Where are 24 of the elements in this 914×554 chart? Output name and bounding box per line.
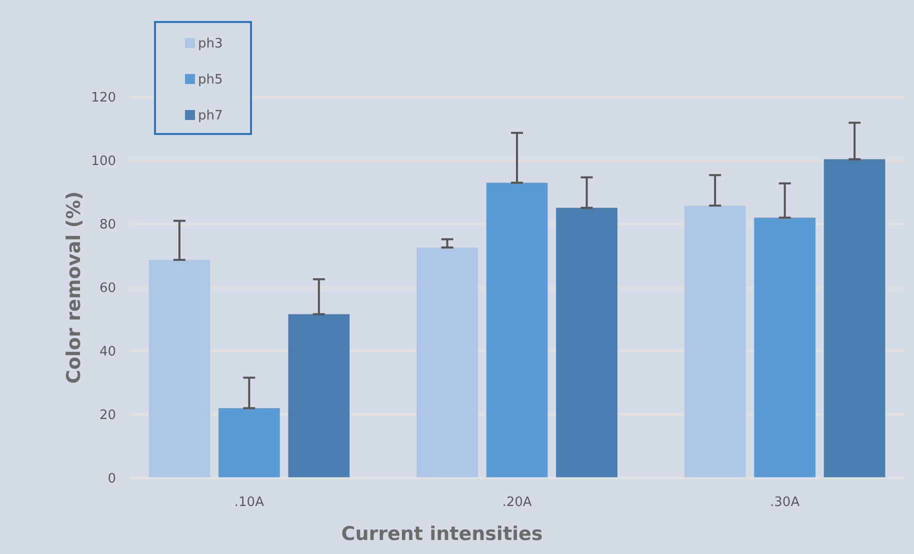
y-tick-label: 20 [99,408,116,424]
y-tick-label: 120 [91,90,116,106]
legend-label: ph5 [198,72,223,88]
legend-label: ph7 [198,108,223,124]
y-tick-label: 0 [108,472,116,487]
x-tick-label: .20A [502,495,532,510]
bar [824,159,886,478]
bar [486,182,548,478]
y-tick-label: 40 [99,344,116,360]
x-axis-title: Current intensities [341,523,543,545]
x-tick-label: .10A [234,495,264,510]
bar [148,260,210,478]
bar [684,206,746,478]
bar [754,218,816,478]
y-tick-label: 60 [99,281,116,296]
x-tick-label: .30A [770,495,800,510]
y-tick-label: 100 [91,154,116,170]
y-tick-label: 80 [99,218,116,233]
bar [218,408,280,478]
bar [288,314,350,478]
y-axis-title: Color removal (%) [63,191,85,384]
legend-label: ph3 [198,36,223,52]
bar [556,208,618,478]
bar [416,247,478,478]
